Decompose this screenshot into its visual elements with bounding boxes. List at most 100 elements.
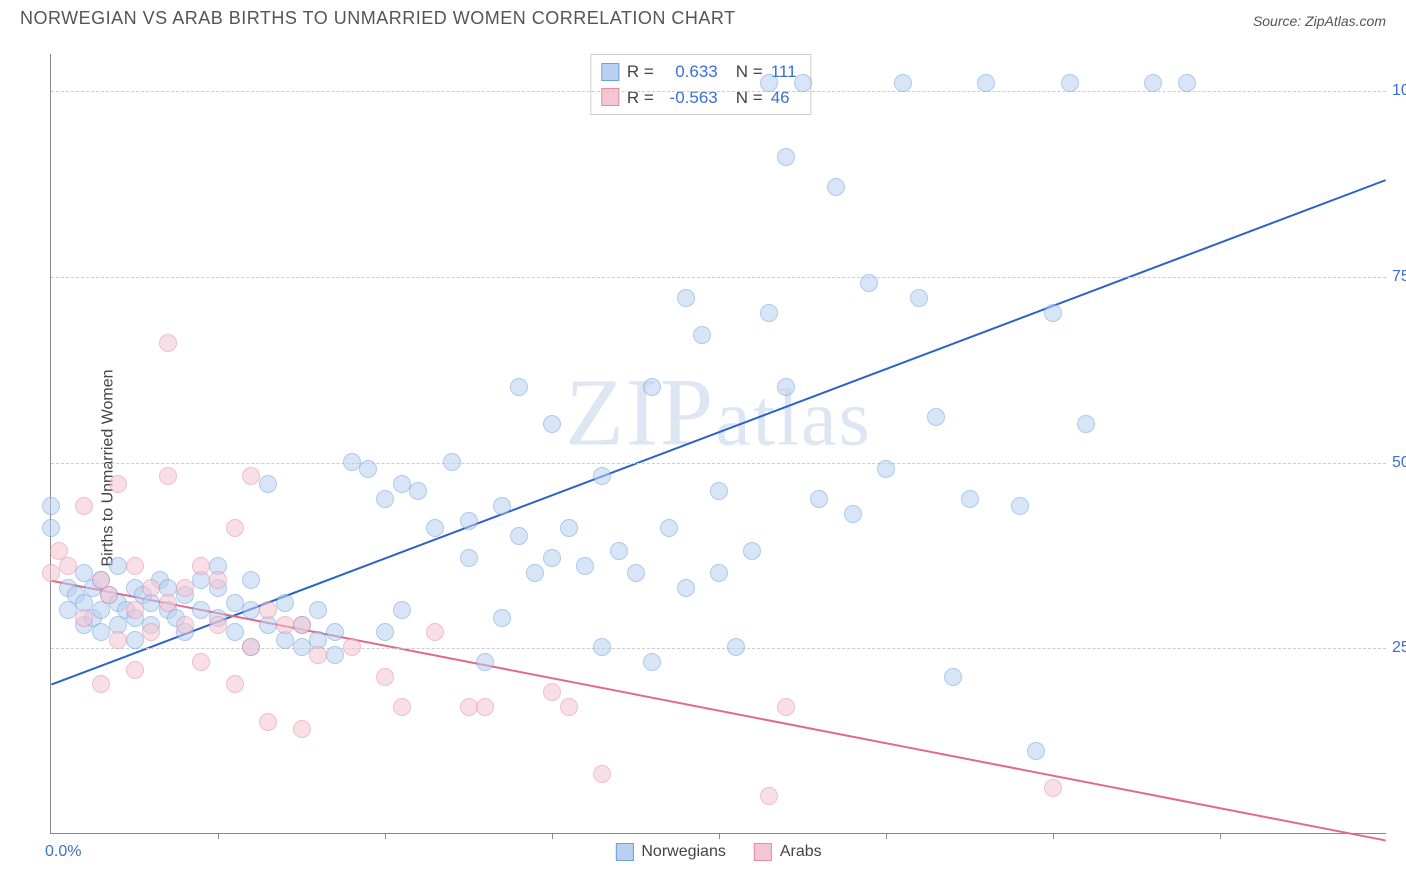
legend-label: Arabs [780,843,822,861]
scatter-point [343,638,361,656]
scatter-point [460,698,478,716]
x-tick [886,833,887,839]
x-tick [719,833,720,839]
scatter-point [242,571,260,589]
scatter-point [100,586,118,604]
scatter-point [326,646,344,664]
scatter-point [777,698,795,716]
scatter-point [1044,779,1062,797]
scatter-point [643,378,661,396]
page-title: NORWEGIAN VS ARAB BIRTHS TO UNMARRIED WO… [20,8,736,29]
x-tick [385,833,386,839]
scatter-point [543,415,561,433]
scatter-point [543,683,561,701]
scatter-point [409,482,427,500]
scatter-point [293,720,311,738]
scatter-point [92,623,110,641]
scatter-point [493,609,511,627]
legend-swatch [754,843,772,861]
x-tick [1053,833,1054,839]
legend-item: Arabs [754,843,822,861]
scatter-point [42,519,60,537]
scatter-point [393,475,411,493]
scatter-point [977,74,995,92]
correlation-chart: Births to Unmarried Women ZIPatlas R =0.… [0,44,1406,892]
scatter-point [226,519,244,537]
scatter-point [961,490,979,508]
scatter-point [209,616,227,634]
scatter-point [159,467,177,485]
scatter-point [176,579,194,597]
scatter-point [159,334,177,352]
trend-lines [51,54,1386,833]
scatter-point [927,408,945,426]
scatter-point [1027,742,1045,760]
scatter-point [877,460,895,478]
scatter-point [894,74,912,92]
scatter-point [827,178,845,196]
scatter-point [677,579,695,597]
scatter-point [510,527,528,545]
scatter-point [326,623,344,641]
scatter-point [192,653,210,671]
x-axis-min-label: 0.0% [45,843,81,861]
legend-item: Norwegians [615,843,725,861]
scatter-point [710,482,728,500]
scatter-point [109,475,127,493]
scatter-point [760,304,778,322]
scatter-point [426,519,444,537]
series-legend: Norwegians Arabs [615,843,821,861]
scatter-point [777,148,795,166]
gridline [51,463,1386,464]
scatter-point [810,490,828,508]
legend-swatch [615,843,633,861]
scatter-point [343,453,361,471]
scatter-point [743,542,761,560]
legend-label: Norwegians [641,843,725,861]
scatter-point [259,601,277,619]
scatter-point [226,675,244,693]
scatter-point [526,564,544,582]
scatter-point [593,765,611,783]
scatter-point [393,601,411,619]
scatter-point [944,668,962,686]
scatter-point [576,557,594,575]
scatter-point [543,549,561,567]
scatter-point [693,326,711,344]
scatter-point [426,623,444,641]
scatter-point [593,467,611,485]
scatter-point [1077,415,1095,433]
scatter-point [126,661,144,679]
scatter-point [126,631,144,649]
scatter-point [1061,74,1079,92]
scatter-point [359,460,377,478]
scatter-point [510,378,528,396]
scatter-point [677,289,695,307]
scatter-point [1144,74,1162,92]
scatter-point [276,616,294,634]
scatter-point [109,557,127,575]
scatter-point [276,594,294,612]
scatter-point [643,653,661,671]
scatter-point [760,74,778,92]
scatter-point [293,638,311,656]
scatter-point [727,638,745,656]
x-tick [218,833,219,839]
scatter-point [376,490,394,508]
scatter-point [393,698,411,716]
scatter-point [777,378,795,396]
x-tick [1220,833,1221,839]
scatter-point [560,698,578,716]
scatter-point [192,557,210,575]
scatter-point [59,557,77,575]
scatter-point [460,549,478,567]
scatter-point [627,564,645,582]
scatter-point [226,594,244,612]
y-tick-label: 75.0% [1392,268,1406,286]
scatter-point [760,787,778,805]
scatter-point [376,668,394,686]
scatter-point [794,74,812,92]
scatter-point [860,274,878,292]
scatter-point [844,505,862,523]
scatter-point [242,467,260,485]
